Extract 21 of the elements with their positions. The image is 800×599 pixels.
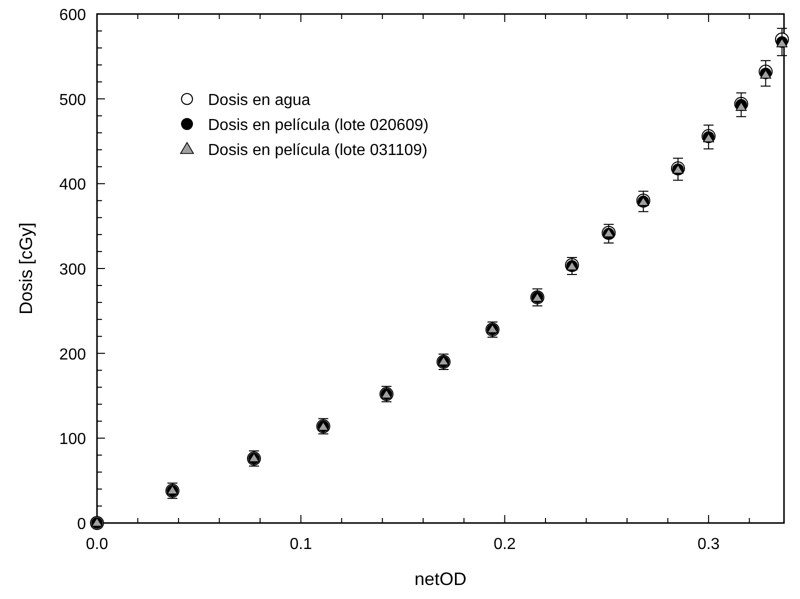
y-tick-label: 400 [59,176,86,194]
point [736,102,747,111]
y-tick-label: 0 [77,516,86,533]
point [603,228,614,238]
y-axis-title: Dosis [cGy] [16,222,36,315]
legend-label: Dosis en película (lote 031109) [208,142,428,159]
point [166,485,178,494]
y-tick-label: 100 [59,431,86,448]
x-tick-label: 0.1 [290,536,312,553]
legend-label: Dosis en película (lote 020609) [208,117,429,134]
y-tick-label: 200 [59,346,86,364]
point [438,356,450,366]
legend-label: Dosis en agua [208,92,310,109]
x-axis-title: netOD [414,569,467,589]
y-tick-label: 500 [59,92,86,109]
x-tick-label: 0.0 [86,536,108,553]
point [92,518,102,526]
y-tick-label: 300 [59,262,86,278]
x-tick-label: 0.3 [697,536,720,553]
x-tick-label: 0.2 [494,536,516,553]
y-tick-label: 600 [59,7,86,24]
